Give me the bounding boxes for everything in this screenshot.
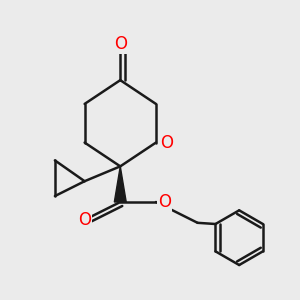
Text: O: O [114, 35, 127, 53]
Text: O: O [158, 193, 171, 211]
Text: O: O [78, 211, 91, 229]
Polygon shape [114, 166, 126, 202]
Text: O: O [160, 134, 173, 152]
